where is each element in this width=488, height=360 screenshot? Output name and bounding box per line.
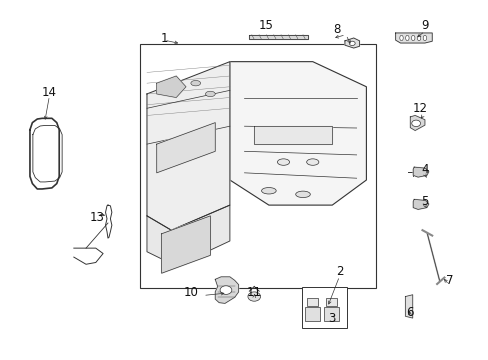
Ellipse shape [411,35,414,41]
Bar [140,44,375,288]
Polygon shape [395,33,431,43]
Text: 9: 9 [420,19,428,32]
Polygon shape [215,277,238,303]
Polygon shape [344,38,359,48]
Ellipse shape [277,159,289,165]
Ellipse shape [205,91,215,96]
Polygon shape [161,216,210,273]
Ellipse shape [190,81,200,86]
Text: 8: 8 [333,23,340,36]
Ellipse shape [399,35,403,41]
Text: 7: 7 [445,274,452,287]
Circle shape [247,292,260,301]
Text: 12: 12 [412,102,427,115]
Polygon shape [249,35,307,40]
Bar [324,307,338,321]
Ellipse shape [405,35,408,41]
Ellipse shape [306,159,318,165]
Bar [306,298,317,306]
Polygon shape [405,295,412,318]
Bar [305,307,319,321]
Bar [326,298,336,306]
Text: 4: 4 [420,163,428,176]
Polygon shape [409,116,424,131]
Polygon shape [157,76,185,98]
Text: 1: 1 [160,32,167,45]
Circle shape [411,120,420,127]
Ellipse shape [416,35,420,41]
Ellipse shape [261,188,276,194]
Text: 13: 13 [90,211,104,224]
Text: 11: 11 [246,287,261,300]
Polygon shape [229,62,366,205]
Polygon shape [157,123,215,173]
Circle shape [220,286,231,294]
Polygon shape [147,205,229,266]
Bar [302,287,346,328]
Polygon shape [147,62,229,230]
Text: 2: 2 [335,265,343,278]
Ellipse shape [295,191,310,198]
Ellipse shape [422,35,426,41]
Polygon shape [412,199,428,210]
Text: 5: 5 [420,195,427,208]
Circle shape [348,41,354,45]
Text: 15: 15 [259,19,273,32]
Text: 10: 10 [183,287,198,300]
Polygon shape [412,167,428,177]
Polygon shape [254,126,331,144]
Text: 6: 6 [406,306,413,319]
Text: 3: 3 [328,311,335,325]
Text: 14: 14 [42,86,57,99]
